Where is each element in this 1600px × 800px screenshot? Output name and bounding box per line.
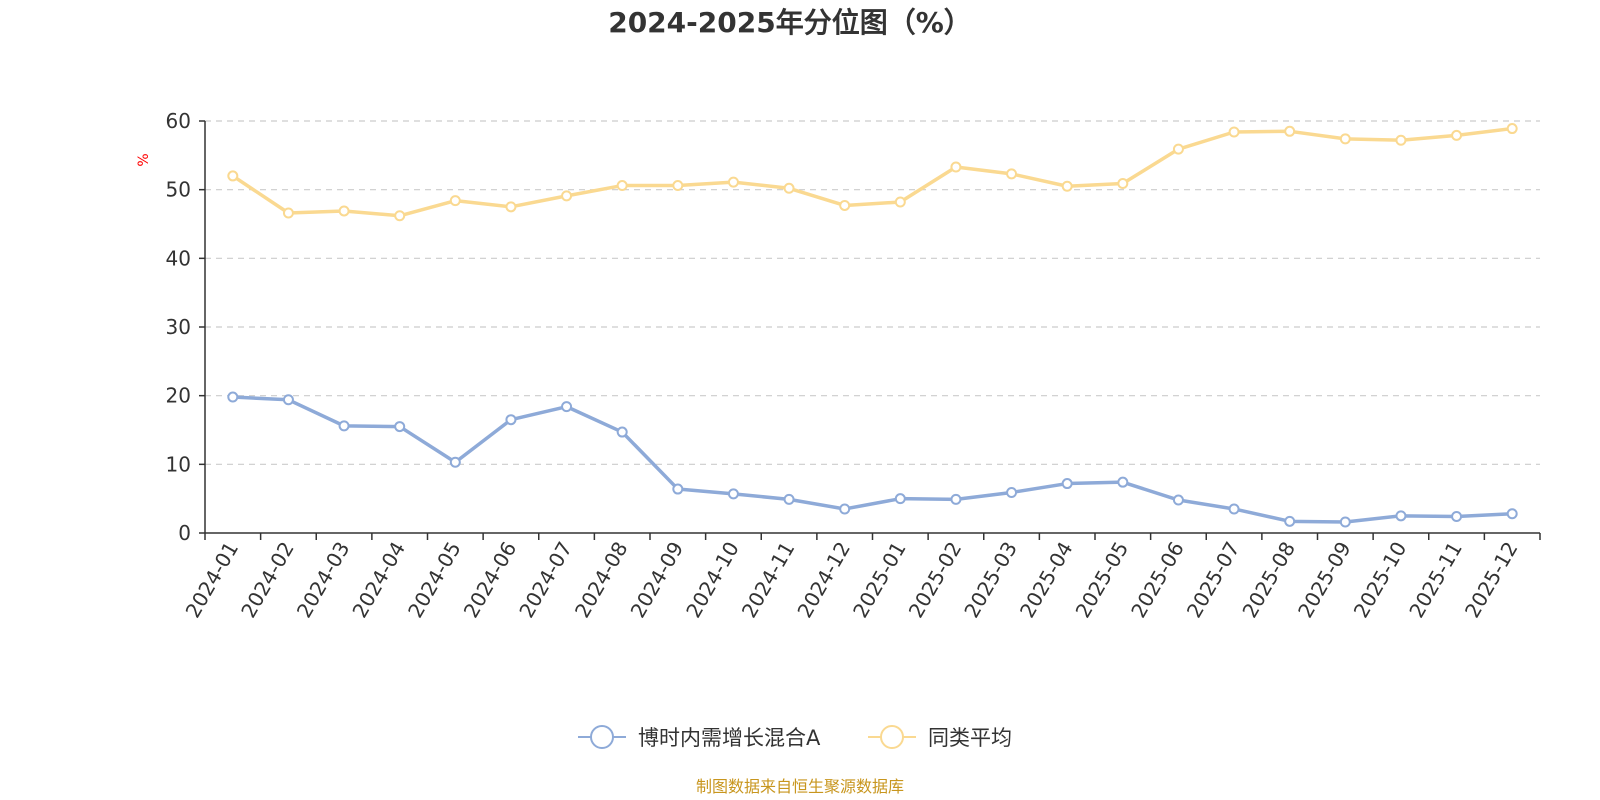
data-point: [227, 170, 239, 182]
x-tick-label: 2025-12: [1460, 538, 1523, 622]
data-point: [282, 394, 294, 406]
y-axis-label: %: [136, 153, 152, 166]
data-point: [1228, 126, 1240, 138]
data-point: [727, 488, 739, 500]
x-tick-label: 2025-03: [959, 538, 1022, 622]
data-point: [1284, 125, 1296, 137]
data-point: [950, 161, 962, 173]
data-point: [839, 199, 851, 211]
data-point: [839, 503, 851, 515]
data-point: [1117, 476, 1129, 488]
data-point: [338, 420, 350, 432]
x-tick-labels: 2024-012024-022024-032024-042024-052024-…: [181, 538, 1523, 622]
legend-circle-icon: [880, 725, 904, 749]
x-tick-label: 2025-01: [848, 538, 911, 622]
data-point: [505, 201, 517, 213]
data-point: [672, 180, 684, 192]
data-point: [727, 176, 739, 188]
data-point: [1061, 478, 1073, 490]
data-point: [1061, 180, 1073, 192]
x-tick-label: 2024-10: [681, 538, 744, 622]
x-tick-label: 2025-05: [1071, 538, 1134, 622]
data-point: [1117, 177, 1129, 189]
y-tick-label: 50: [166, 178, 191, 202]
data-point: [561, 401, 573, 413]
data-source-note: 制图数据来自恒生聚源数据库: [696, 777, 904, 796]
series-1: [227, 391, 1518, 528]
x-tick-label: 2025-02: [904, 538, 967, 622]
data-point: [394, 421, 406, 433]
data-point: [1339, 133, 1351, 145]
data-point: [1451, 129, 1463, 141]
data-point: [561, 190, 573, 202]
x-tick-label: 2025-09: [1293, 538, 1356, 622]
data-point: [1172, 143, 1184, 155]
y-tick-label: 60: [166, 109, 191, 133]
data-point: [282, 207, 294, 219]
data-point: [894, 493, 906, 505]
legend-label: 博时内需增长混合A: [638, 726, 821, 750]
data-point: [950, 493, 962, 505]
data-point: [1395, 510, 1407, 522]
data-point: [616, 426, 628, 438]
data-point: [1506, 123, 1518, 135]
series-line: [232, 395, 1513, 524]
series-layer: [227, 123, 1518, 528]
x-tick-label: 2024-04: [347, 538, 410, 622]
data-point: [1284, 515, 1296, 527]
x-tick-label: 2024-02: [236, 538, 299, 622]
data-point: [449, 456, 461, 468]
data-point: [338, 205, 350, 217]
data-point: [1006, 168, 1018, 180]
x-tick-label: 2025-10: [1349, 538, 1412, 622]
y-tick-label: 0: [178, 521, 191, 545]
data-point: [1172, 494, 1184, 506]
y-tick-label: 20: [166, 384, 191, 408]
legend-item-2[interactable]: 同类平均: [868, 725, 1012, 750]
x-tick-label: 2025-08: [1237, 538, 1300, 622]
data-point: [1506, 508, 1518, 520]
data-point: [449, 195, 461, 207]
legend-item-1[interactable]: 博时内需增长混合A: [578, 725, 821, 750]
data-point: [1451, 511, 1463, 523]
series-line: [231, 126, 1513, 218]
y-tick-label: 40: [166, 246, 191, 270]
x-tick-label: 2024-06: [459, 538, 522, 622]
x-tick-label: 2024-03: [292, 538, 355, 622]
x-tick-label: 2024-05: [403, 538, 466, 622]
legend-label: 同类平均: [928, 726, 1012, 750]
x-tick-label: 2024-11: [737, 538, 800, 622]
data-point: [227, 391, 239, 403]
data-point: [394, 210, 406, 222]
data-point: [1339, 516, 1351, 528]
x-tick-label: 2025-04: [1015, 538, 1078, 622]
x-tick-label: 2024-01: [181, 538, 244, 622]
y-tick-labels: 0 10 20 30 40 50 60: [166, 109, 191, 545]
grid-lines: [205, 120, 1540, 465]
data-point: [783, 493, 795, 505]
legend-circle-icon: [590, 725, 614, 749]
chart-title: 2024-2025年分位图（%）: [608, 6, 972, 39]
x-tick-label: 2025-11: [1404, 538, 1467, 622]
x-tick-label: 2025-07: [1182, 538, 1245, 622]
x-tick-label: 2024-12: [792, 538, 855, 622]
legend[interactable]: 博时内需增长混合A 同类平均: [578, 725, 1012, 750]
x-tick-label: 2024-09: [626, 538, 689, 622]
series-2: [227, 123, 1518, 222]
data-point: [1395, 134, 1407, 146]
y-tick-label: 30: [166, 315, 191, 339]
data-point: [505, 414, 517, 426]
y-tick-label: 10: [166, 452, 191, 476]
x-tick-label: 2024-08: [570, 538, 633, 622]
x-tick-label: 2024-07: [514, 538, 577, 622]
x-tick-label: 2025-06: [1126, 538, 1189, 622]
data-point: [616, 180, 628, 192]
data-point: [1006, 486, 1018, 498]
data-point: [1228, 503, 1240, 515]
data-point: [672, 483, 684, 495]
data-point: [894, 196, 906, 208]
data-point: [783, 182, 795, 194]
axes: [199, 120, 1541, 540]
